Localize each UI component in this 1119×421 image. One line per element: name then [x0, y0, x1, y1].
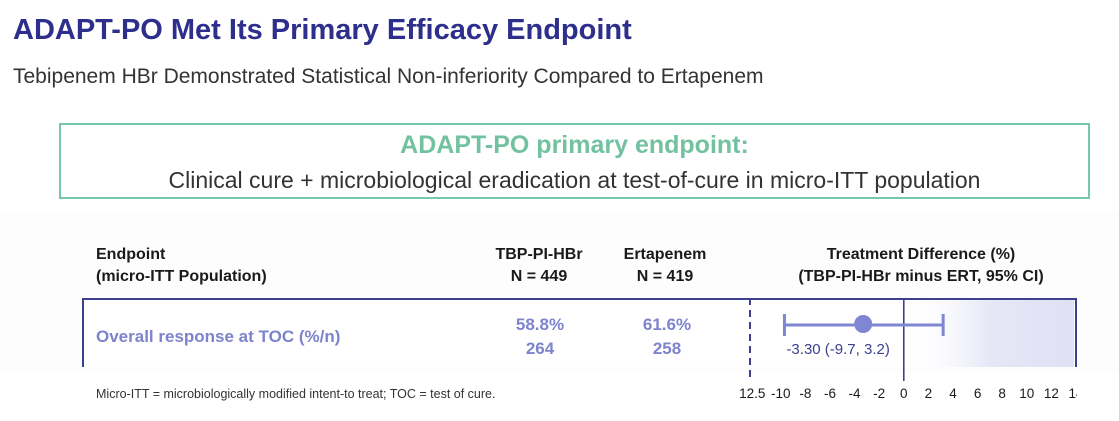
- tbp-percent: 58.8%: [515, 315, 565, 334]
- page-subtitle: Tebipenem HBr Demonstrated Statistical N…: [13, 65, 764, 88]
- col-header-ertapenem: Ertapenem N = 419: [605, 244, 725, 288]
- x-tick-label: -4: [849, 386, 861, 401]
- x-tick-label: 12: [1044, 386, 1059, 401]
- col-header-tbp: TBP-PI-HBr N = 449: [474, 244, 604, 288]
- x-tick-label: 6: [974, 386, 982, 401]
- col-header-diff-line2: (TBP-PI-HBr minus ERT, 95% CI): [798, 268, 1044, 285]
- x-tick-label: -12.5: [740, 386, 765, 401]
- x-tick-label: 2: [925, 386, 933, 401]
- col-header-diff-line1: Treatment Difference (%): [826, 246, 1016, 263]
- primary-endpoint-description: Clinical cure + microbiological eradicat…: [168, 167, 981, 193]
- ert-count: 258: [652, 339, 682, 358]
- x-tick-label: 14: [1068, 386, 1077, 401]
- col-header-tbp-line2: N = 449: [510, 268, 568, 285]
- point-estimate: [854, 315, 873, 333]
- col-header-ertapenem-line1: Ertapenem: [623, 246, 707, 263]
- x-tick-label: 0: [900, 386, 908, 401]
- treatment-difference-label: -3.30 (-9.7, 3.2): [786, 341, 889, 358]
- ert-percent: 61.6%: [642, 315, 692, 334]
- tbp-count: 264: [525, 339, 555, 358]
- col-header-endpoint-line2: (micro-ITT Population): [96, 268, 267, 285]
- x-tick-label: -2: [873, 386, 885, 401]
- col-header-treatment-difference: Treatment Difference (%) (TBP-PI-HBr min…: [762, 244, 1080, 288]
- col-header-endpoint-line1: Endpoint: [96, 246, 166, 263]
- col-header-endpoint: Endpoint (micro-ITT Population): [96, 244, 267, 288]
- x-tick-label: 8: [998, 386, 1006, 401]
- x-tick-label: 10: [1019, 386, 1034, 401]
- row-label-overall-response: Overall response at TOC (%/n): [96, 327, 341, 346]
- footnote: Micro-ITT = microbiologically modified i…: [96, 387, 496, 401]
- x-tick-label: 4: [949, 386, 957, 401]
- x-tick-label: -6: [824, 386, 836, 401]
- col-header-ertapenem-line2: N = 419: [636, 268, 694, 285]
- col-header-tbp-line1: TBP-PI-HBr: [495, 246, 583, 263]
- x-tick-label: -10: [771, 386, 791, 401]
- primary-endpoint-heading: ADAPT-PO primary endpoint:: [400, 131, 749, 159]
- ertapenem-result: 61.6% 258: [617, 313, 717, 361]
- page-title: ADAPT-PO Met Its Primary Efficacy Endpoi…: [13, 14, 632, 46]
- favorable-region-shade: [903, 300, 1074, 367]
- primary-endpoint-box: ADAPT-PO primary endpoint: Clinical cure…: [59, 123, 1090, 199]
- tbp-result: 58.8% 264: [490, 313, 590, 361]
- x-tick-label: -8: [799, 386, 811, 401]
- forest-plot: -3.30 (-9.7, 3.2) -12.5 -10 -8 -6 -4 -2 0 2 4 6 8 10…: [740, 298, 1077, 401]
